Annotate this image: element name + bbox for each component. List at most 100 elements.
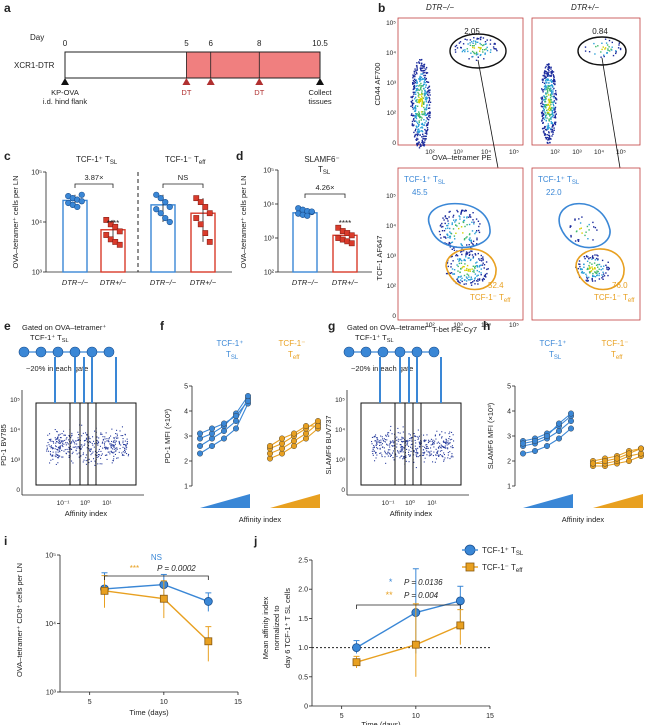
flow-top-gate-cloud-1-dot [619,47,622,50]
flow-bottom-eff-cloud-1-dot [592,255,594,257]
flow-top-main-cloud-0-dot [421,97,424,99]
flow-bottom-eff-cloud-0-dot [483,264,486,266]
flow-bottom-eff-cloud-0-dot [466,277,468,279]
flow-top-main-cloud-0-dot [421,105,423,107]
flow-bottom-eff-cloud-1-dot [592,268,594,271]
chart-e-dot [49,451,51,453]
flow-bottom-eff-cloud-0-dot [457,258,459,260]
chart-e-dot [52,458,54,460]
chart-i-point [100,586,109,595]
flow-top-main-cloud-0-dot [421,62,423,64]
flow-top-main-cloud-1-dot [547,74,550,76]
chart-e-dot [71,432,73,434]
chart-e-dot [59,451,61,453]
chart-e-dot [60,445,62,447]
flow-bottom-sl-cloud-0-dot [442,217,444,219]
chart-e-dot [124,452,126,454]
flow-bottom-eff-cloud-0-dot [477,280,479,282]
flow-top-main-cloud-1-dot [547,92,549,94]
chart-g-dot [386,453,388,455]
flow-bottom-xtick-1: 10³ [453,322,463,329]
flow-top-main-cloud-0-dot [410,105,412,107]
flow-top-main-cloud-0-dot [421,130,423,132]
chart-e-dot [97,444,99,446]
flow-bottom-eff-cloud-1-dot [606,268,608,270]
chart-g-dot [441,436,443,438]
chart-g-dot [405,456,407,458]
flow-top-main-cloud-0-dot [416,84,418,87]
chart-f-point [232,418,239,425]
flow-top-main-cloud-0-dot [411,103,414,106]
flow-bottom-eff-cloud-0-dot [466,253,468,255]
chart-f-point [208,425,215,432]
chart-f-point [303,435,310,442]
flow-top-main-cloud-0-dot [413,118,415,120]
chart-g-dot [410,438,412,440]
flow-top-main-cloud-0-dot [417,91,419,94]
flow-top-main-cloud-1-dot [545,93,547,95]
flow-top-main-cloud-1-dot [548,107,550,109]
flow-top-frame-left [397,17,524,146]
flow-top-main-cloud-1-dot [547,113,549,115]
flow-top-main-cloud-0-dot [427,112,429,114]
chart-h-point [638,450,645,457]
flow-top-main-cloud-0-dot [414,109,417,111]
flow-bottom-eff-cloud-0-dot [471,268,473,270]
chart-e-dot [122,440,124,442]
chart-g-cloud [371,425,455,469]
chart-e-dot [107,440,109,442]
flow-top-main-cloud-0-dot [411,104,414,107]
flow-top-main-cloud-0-dot [427,94,429,97]
flow-top-main-cloud-1-dot [545,87,547,89]
flow-top-main-cloud-1-dot [549,79,551,82]
chart-e-dot [101,453,103,455]
chart-c-point [166,218,173,226]
chart-g-dot [379,452,381,454]
chart-e-dot [82,432,84,434]
flow-top-main-cloud-1-dot [552,114,555,117]
chart-e-dot [108,451,110,453]
chart-e-dot [55,446,57,448]
chart-g-dot [397,440,399,442]
flow-top-main-cloud-0-dot [420,76,423,78]
chart-i-annot-p: P = 0.0002 [157,564,196,573]
flow-top-gate-cloud-1-dot [618,42,620,44]
chart-e-dot [82,461,84,463]
flow-top-main-cloud-1-dot [549,93,552,95]
flow-top-main-cloud-1-dot [550,72,553,74]
chart-e-dot [58,442,60,444]
flow-top-main-cloud-0-dot [426,127,429,129]
chart-e-dot [99,445,101,447]
flow-top-main-cloud-0-dot [418,111,420,113]
flow-bottom-eff-cloud-1-dot [588,266,591,268]
flow-top-main-cloud-0-dot [415,100,417,102]
flow-bottom-ytick-1: 10² [387,283,397,290]
chart-e-dot [80,448,82,450]
flow-top-main-cloud-0 [410,58,432,149]
flow-top-main-cloud-1-dot [546,63,548,66]
flow-bottom-eff-cloud-0-dot [470,258,472,261]
chart-e-dot [86,433,88,435]
chart-i-xticklabel-1: 10 [160,699,168,706]
chart-g-dot [386,439,388,441]
flow-top-main-cloud-0-dot [427,107,430,109]
chart-g-dot [399,432,401,434]
chart-e-dot [106,454,108,456]
chart-e-dot [116,429,118,431]
flow-top-main-cloud-0-dot [420,79,422,81]
flow-bottom-eff-cloud-0-dot [474,265,476,267]
flow-top-main-cloud-0-dot [426,81,428,83]
flow-top-gate-cloud-0-dot [496,49,498,52]
chart-e-dot [49,433,51,435]
flow-top-main-cloud-0-dot [424,94,426,96]
flow-top-main-cloud-1-dot [550,122,553,125]
flow-top-main-cloud-1-dot [542,122,544,124]
chart-g-dot [431,453,433,455]
chart-g-dot [397,450,399,452]
chart-e-dot [55,439,57,441]
flow-bottom-sl-cloud-1-dot [569,225,572,227]
flow-top-main-cloud-1-dot [543,75,545,77]
chart-e-xlabel: Affinity index [65,509,108,518]
chart-e-dot [60,437,62,439]
